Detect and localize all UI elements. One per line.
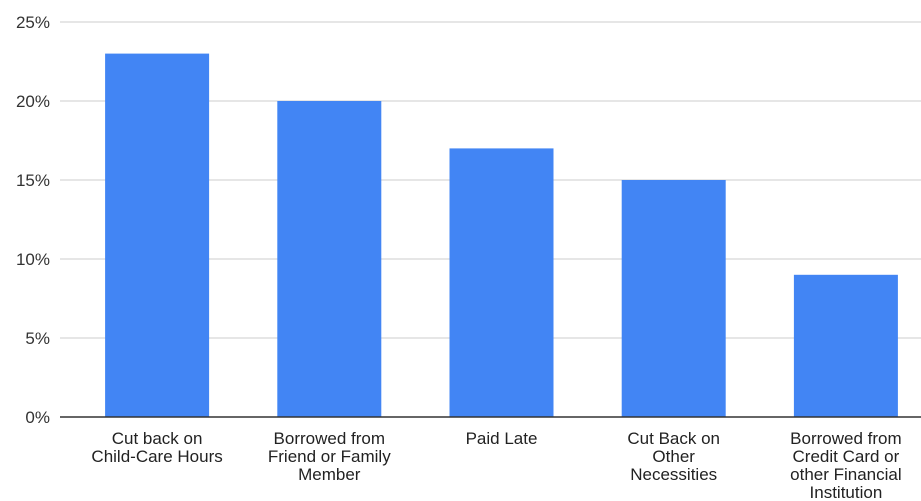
y-tick-label: 0% — [25, 408, 50, 427]
x-tick-label-line: Cut back on — [112, 429, 203, 448]
x-tick-label-line: Child-Care Hours — [91, 447, 222, 466]
y-axis-tick-labels: 0% 5% 10% 15% 20% 25% — [16, 13, 50, 427]
bar — [793, 274, 898, 417]
x-tick-label-line: Cut Back on — [627, 429, 720, 448]
x-tick-label-line: Other — [652, 447, 695, 466]
x-tick-label-line: Member — [298, 465, 361, 484]
bar — [277, 101, 382, 417]
x-tick-label: Cut Back on Other Necessities — [627, 429, 720, 484]
x-tick-label: Cut back on Child-Care Hours — [91, 429, 222, 466]
y-tick-label: 10% — [16, 250, 50, 269]
y-tick-label: 20% — [16, 92, 50, 111]
x-tick-label: Paid Late — [466, 429, 538, 448]
bar — [621, 180, 726, 417]
x-tick-label-line: Friend or Family — [268, 447, 391, 466]
x-axis-category-labels: Cut back on Child-Care Hours Borrowed from… — [91, 429, 901, 501]
bar — [449, 148, 554, 417]
x-tick-label-line: Necessities — [630, 465, 717, 484]
x-tick-label-line: Borrowed from — [274, 429, 385, 448]
x-tick-label-line: Institution — [810, 483, 883, 501]
x-tick-label-line: Credit Card or — [793, 447, 900, 466]
y-tick-label: 15% — [16, 171, 50, 190]
y-tick-label: 25% — [16, 13, 50, 32]
bars — [105, 53, 898, 417]
x-tick-label-line: other Financial — [790, 465, 902, 484]
bar — [105, 53, 210, 417]
x-tick-label: Borrowed from Friend or Family Member — [268, 429, 391, 484]
x-tick-label-line: Paid Late — [466, 429, 538, 448]
y-tick-label: 5% — [25, 329, 50, 348]
x-tick-label-line: Borrowed from — [790, 429, 901, 448]
x-tick-label: Borrowed from Credit Card or other Financi… — [790, 429, 902, 501]
